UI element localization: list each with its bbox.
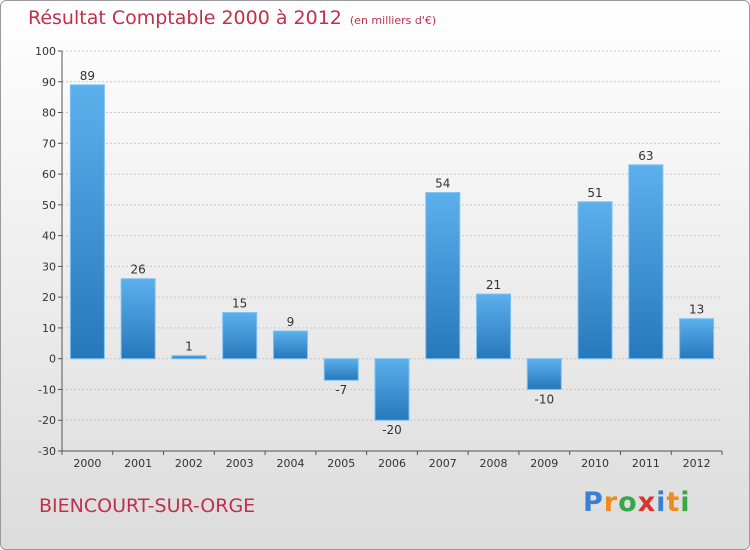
y-tick-label: 10 (42, 322, 56, 335)
y-tick-label: 90 (42, 76, 56, 89)
logo-letter: i (656, 487, 667, 518)
bar-2010 (577, 201, 613, 360)
x-tick-label-2007: 2007 (429, 457, 457, 470)
axes: -30 -20 -10 0 10 20 30 40 50 60 70 80 90 100 2000 2001 2… (35, 45, 723, 470)
data-label-2001: 26 (131, 263, 146, 277)
logo-letter: P (583, 487, 604, 518)
bar-2001 (120, 278, 156, 360)
x-tick-label-2005: 2005 (327, 457, 355, 470)
data-label-2011: 63 (638, 149, 653, 163)
y-tick-label: 60 (42, 168, 56, 181)
x-tick-label-2001: 2001 (124, 457, 152, 470)
bar-2006 (374, 358, 410, 421)
bar-2011 (628, 164, 664, 360)
bar-2009 (526, 358, 562, 390)
x-tick-label-2010: 2010 (581, 457, 609, 470)
data-label-2003: 15 (232, 297, 247, 311)
y-tick-label: 0 (49, 353, 56, 366)
x-tick-label-2008: 2008 (480, 457, 508, 470)
chart-title-text: Résultat Comptable 2000 à 2012 (28, 7, 342, 29)
y-tick-label: 70 (42, 137, 56, 150)
y-tick-label: -30 (38, 445, 56, 458)
data-label-2005: -7 (335, 383, 347, 397)
bar-2008 (476, 293, 512, 360)
data-label-2002: 1 (185, 340, 193, 354)
y-tick-label: 50 (42, 199, 56, 212)
y-tick-label: 40 (42, 230, 56, 243)
logo-letter: i (680, 487, 691, 518)
data-label-2006: -20 (382, 423, 402, 437)
data-label-2007: 54 (435, 177, 450, 191)
data-label-2004: 9 (287, 315, 295, 329)
x-tick-label-2002: 2002 (175, 457, 203, 470)
y-tick-label: -10 (38, 383, 56, 396)
chart-title: Résultat Comptable 2000 à 2012 (en millie… (28, 7, 436, 29)
x-tick-label-2011: 2011 (632, 457, 660, 470)
x-tick-label-2009: 2009 (530, 457, 558, 470)
data-label-2010: 51 (587, 186, 602, 200)
x-tick-label-2003: 2003 (226, 457, 254, 470)
y-tick-label: 80 (42, 107, 56, 120)
y-tick-label: 30 (42, 260, 56, 273)
data-label-2008: 21 (486, 278, 501, 292)
bars (69, 84, 715, 421)
bar-2000 (69, 84, 105, 360)
y-tick-label: -20 (38, 414, 56, 427)
logo-letter: t (666, 487, 681, 518)
bar-2012 (679, 318, 715, 360)
proxiti-logo: Proxiti (583, 487, 691, 518)
data-label-2000: 89 (80, 69, 95, 83)
unit-note: (en milliers d'€) (349, 14, 437, 27)
bar-2003 (222, 312, 258, 360)
x-tick-label-2006: 2006 (378, 457, 406, 470)
bar-2002 (171, 355, 207, 360)
commune-name: BIENCOURT-SUR-ORGE (39, 495, 256, 517)
data-label-2012: 13 (689, 303, 704, 317)
data-label-2009: -10 (535, 392, 555, 406)
x-tick-label-2004: 2004 (276, 457, 304, 470)
x-tick-label-2012: 2012 (683, 457, 711, 470)
x-tick-label-2000: 2000 (73, 457, 101, 470)
logo-letter: x (637, 487, 657, 518)
logo-letter: o (618, 487, 638, 518)
bar-2007 (425, 192, 461, 360)
bar-2005 (323, 358, 359, 381)
bar-2004 (272, 330, 308, 360)
logo-letter: r (603, 487, 619, 518)
data-labels: 89 26 1 15 9 -7 -20 54 21 -10 51 63 13 (80, 69, 705, 437)
y-tick-label: 100 (35, 45, 56, 58)
y-tick-label: 20 (42, 291, 56, 304)
